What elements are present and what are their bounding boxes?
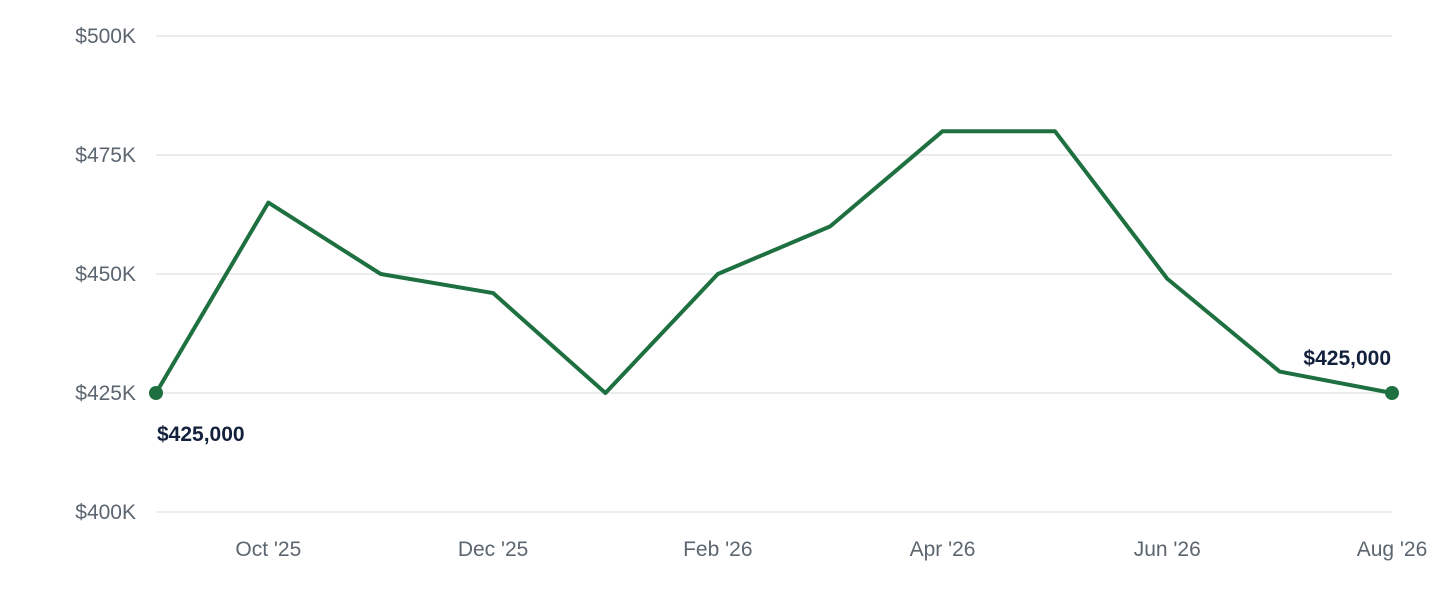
y-tick-label: $500K	[75, 25, 136, 48]
data-label: $425,000	[1303, 347, 1391, 370]
annotations: $425,000 $425,000	[149, 347, 1399, 446]
x-tick-label: Jun '26	[1134, 538, 1201, 561]
x-axis-labels: Oct '25 Dec '25 Feb '26 Apr '26 Jun '26 Aug '…	[235, 538, 1427, 561]
data-label: $425,000	[157, 423, 245, 446]
y-axis-labels: $400K $425K $450K $475K $500K	[75, 25, 136, 524]
y-tick-label: $475K	[75, 144, 136, 167]
y-tick-label: $450K	[75, 263, 136, 286]
x-tick-label: Feb '26	[683, 538, 752, 561]
x-tick-label: Aug '26	[1357, 538, 1428, 561]
series-layer	[154, 129, 1394, 395]
x-tick-label: Dec '25	[458, 538, 529, 561]
y-tick-label: $425K	[75, 382, 136, 405]
gridlines	[156, 35, 1392, 513]
y-tick-label: $400K	[75, 501, 136, 524]
x-tick-label: Apr '26	[910, 538, 976, 561]
series-line	[154, 129, 1394, 395]
endpoint-marker	[149, 386, 163, 400]
x-tick-label: Oct '25	[235, 538, 301, 561]
endpoint-marker	[1385, 386, 1399, 400]
